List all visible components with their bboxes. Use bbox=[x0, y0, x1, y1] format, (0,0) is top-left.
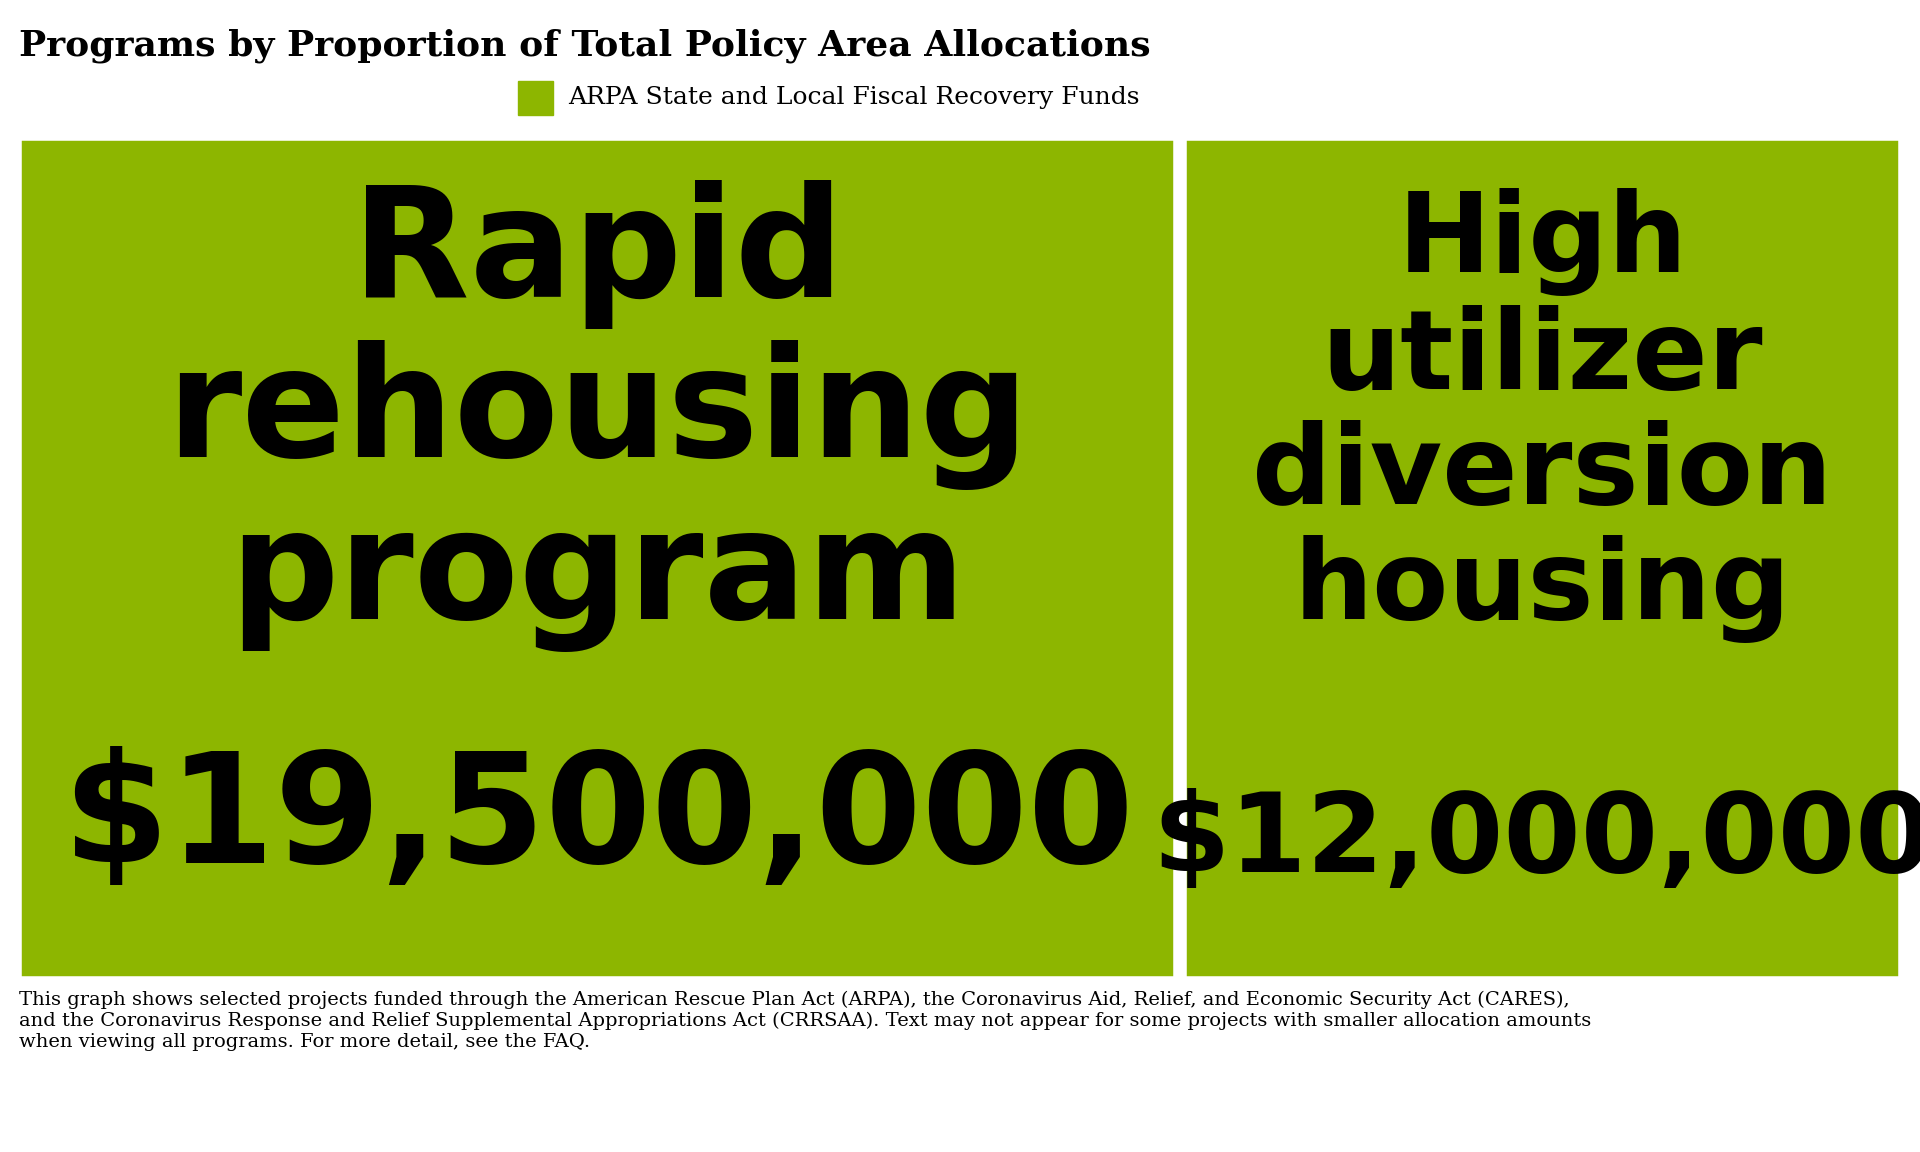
Bar bbox=[19, 138, 1177, 979]
Text: Rapid
rehousing
program: Rapid rehousing program bbox=[167, 180, 1029, 652]
Text: High
utilizer
diversion
housing: High utilizer diversion housing bbox=[1252, 188, 1832, 643]
Text: $19,500,000: $19,500,000 bbox=[61, 746, 1133, 895]
Text: $12,000,000: $12,000,000 bbox=[1152, 788, 1920, 895]
Text: ARPA State and Local Fiscal Recovery Funds: ARPA State and Local Fiscal Recovery Fun… bbox=[568, 86, 1140, 109]
Text: Programs by Proportion of Total Policy Area Allocations: Programs by Proportion of Total Policy A… bbox=[19, 29, 1150, 63]
Text: This graph shows selected projects funded through the American Rescue Plan Act (: This graph shows selected projects funde… bbox=[19, 991, 1592, 1051]
Bar bbox=[518, 81, 553, 115]
Bar bbox=[1185, 138, 1901, 979]
